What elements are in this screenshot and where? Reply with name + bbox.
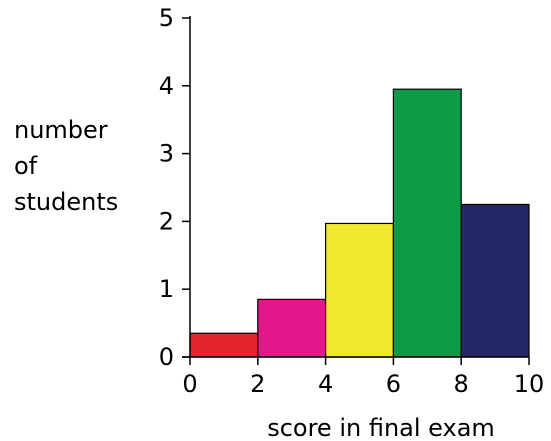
bar-6-8 bbox=[392, 88, 462, 358]
x-axis-label: score in final exam bbox=[267, 414, 495, 441]
x-tick-label-8: 8 bbox=[454, 370, 469, 398]
y-axis-label-line-1: number bbox=[14, 116, 108, 144]
y-tick-label-0: 0 bbox=[159, 343, 174, 371]
y-tick-label-2: 2 bbox=[159, 207, 174, 235]
ticks-group: 0 1 2 3 4 5 0 2 4 6 8 10 bbox=[159, 4, 545, 398]
bars-group bbox=[189, 88, 530, 358]
y-tick-label-4: 4 bbox=[159, 72, 174, 100]
bar-2-4 bbox=[257, 298, 327, 358]
y-tick-label-1: 1 bbox=[159, 275, 174, 303]
x-tick-label-4: 4 bbox=[318, 370, 333, 398]
x-tick-label-0: 0 bbox=[182, 370, 197, 398]
y-tick-label-3: 3 bbox=[159, 140, 174, 168]
bar-0-2 bbox=[189, 332, 259, 358]
x-tick-label-6: 6 bbox=[386, 370, 401, 398]
axes-group bbox=[182, 16, 529, 358]
bar-8-10 bbox=[460, 203, 530, 358]
y-axis-label-line-2: of bbox=[14, 152, 38, 180]
y-axis-label: number of students bbox=[14, 112, 118, 220]
x-tick-label-10: 10 bbox=[514, 370, 545, 398]
bar-4-6 bbox=[325, 222, 395, 358]
x-tick-label-2: 2 bbox=[250, 370, 265, 398]
y-axis-label-line-3: students bbox=[14, 188, 119, 216]
y-tick-label-5: 5 bbox=[159, 4, 174, 32]
